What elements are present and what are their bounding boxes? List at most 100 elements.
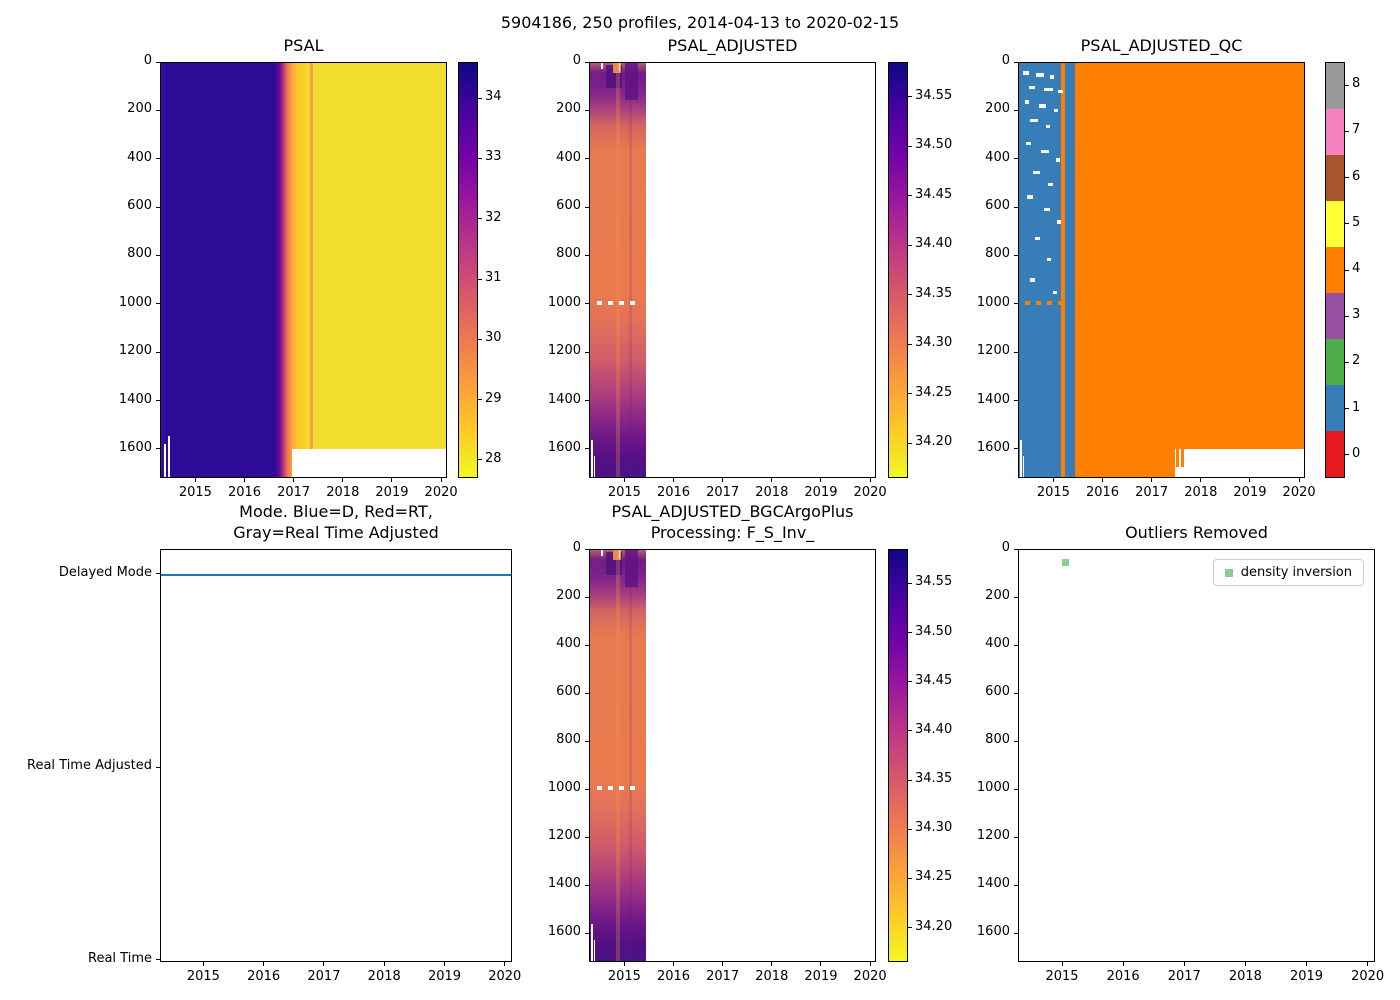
y-tick-mark (585, 158, 589, 160)
missing-dash (1039, 104, 1046, 108)
panel-psal-adjusted-bgc-title: PSAL_ADJUSTED_BGCArgoPlus Processing: F_… (611, 502, 854, 543)
y-tick-label: 1600 (547, 439, 581, 455)
y-tick-label: 0 (572, 540, 581, 555)
missing-dotted-row-1000dbar (596, 300, 640, 306)
x-tick-mark (1102, 478, 1104, 482)
psal-adjusted-qc-heatmap (1018, 62, 1305, 478)
outlier-point (1061, 559, 1069, 567)
x-tick-label: 2016 (1106, 969, 1140, 984)
psal-orange-stripe (309, 63, 313, 477)
colorbar-tick-label: 33 (485, 149, 502, 165)
x-tick-mark (722, 478, 724, 482)
colorbar-tick-mark (1345, 130, 1349, 132)
missing-notch (601, 550, 603, 557)
missing-notch (619, 550, 621, 559)
y-tick-mark (1014, 109, 1018, 111)
y-tick-mark (1014, 61, 1018, 63)
x-tick-mark (440, 478, 442, 482)
colorbar-tick-label: 4 (1352, 261, 1361, 276)
y-tick-label: 1600 (976, 439, 1010, 455)
x-tick-label: 2015 (1045, 969, 1079, 984)
y-tick-mark (585, 400, 589, 402)
x-tick-mark (323, 962, 325, 966)
colorbar (888, 549, 908, 962)
x-tick-mark (623, 962, 625, 966)
colorbar-tick-label: 34.35 (915, 285, 953, 301)
x-tick-label: 2018 (755, 485, 789, 500)
colorbar-tick-mark (908, 779, 912, 781)
colorbar-tick-label: 5 (1352, 214, 1361, 230)
y-tick-mark (1014, 596, 1018, 598)
x-tick-label: 2016 (247, 969, 281, 984)
y-tick-mark (585, 596, 589, 598)
y-tick-label: 1200 (976, 343, 1010, 359)
missing-dash (1024, 100, 1030, 104)
colorbar-tick-label: 34.55 (915, 87, 953, 103)
colorbar-tick-label: 32 (485, 209, 502, 225)
column-stripe (616, 63, 621, 477)
x-tick-mark (1151, 478, 1153, 482)
outliers-scatter-plot: density inversion (1018, 549, 1375, 962)
missing-notch (601, 63, 603, 70)
y-tick-label: 800 (985, 732, 1010, 748)
x-tick-mark (1298, 478, 1300, 482)
panel-psal-adjusted-title: PSAL_ADJUSTED (667, 36, 798, 56)
y-tick-mark (156, 206, 160, 208)
y-tick-mark (585, 548, 589, 550)
y-tick-label: 1400 (547, 391, 581, 407)
x-tick-label: 2016 (1085, 485, 1120, 500)
colorbar-tick-label: 34.20 (915, 918, 953, 934)
missing-dash (1058, 89, 1063, 94)
qc4-dashed-row-1000dbar (1024, 300, 1069, 306)
x-tick-label: 2015 (178, 485, 212, 500)
x-tick-label: 2015 (607, 485, 641, 500)
colorbar-tick-label: 34.25 (915, 869, 953, 885)
colorbar-tick-mark (478, 278, 482, 280)
x-tick-label: 2015 (607, 969, 641, 984)
x-tick-label: 2020 (853, 485, 887, 500)
colorbar-tick-label: 2 (1352, 353, 1361, 369)
colorbar-tick-mark (908, 145, 912, 147)
y-tick-label: 1400 (547, 876, 581, 892)
colorbar-tick-label: 34.55 (915, 574, 953, 590)
x-tick-mark (771, 962, 773, 966)
colorbar-tick-label: 28 (485, 450, 502, 466)
y-tick-label: 400 (127, 149, 152, 165)
colorbar-tick-label: 34.30 (915, 335, 953, 351)
x-tick-label: 2020 (853, 969, 887, 984)
y-tick-label: 1200 (976, 828, 1010, 844)
y-tick-label: 0 (1001, 53, 1010, 68)
x-tick-label: 2018 (755, 969, 789, 984)
x-tick-mark (1200, 478, 1202, 482)
y-tick-label: 1400 (118, 391, 152, 407)
colorbar-tick-label: 34.50 (915, 623, 953, 639)
colorbar-tick-mark (478, 399, 482, 401)
x-tick-mark (1061, 962, 1063, 966)
x-tick-mark (443, 962, 445, 966)
colorbar-tick-label: 34.20 (915, 434, 953, 450)
colorbar-tick-mark (908, 681, 912, 683)
y-tick-mark (156, 351, 160, 353)
colorbar-tick-label: 31 (485, 270, 502, 286)
y-tick-mark (1014, 932, 1018, 934)
missing-dash (1030, 278, 1035, 282)
x-tick-label: 2020 (424, 485, 458, 500)
y-tick-mark (1014, 400, 1018, 402)
x-tick-mark (771, 478, 773, 482)
colorbar-tick-mark (1345, 84, 1349, 86)
y-tick-mark (585, 448, 589, 450)
x-tick-label: 2020 (488, 969, 522, 984)
colorbar-tick-mark (908, 96, 912, 98)
colorbar-tick-mark (478, 218, 482, 220)
y-tick-mark (585, 351, 589, 353)
colorbar-tick-mark (1345, 223, 1349, 225)
colorbar (458, 62, 478, 478)
x-tick-label: 2017 (1167, 969, 1201, 984)
y-tick-mark (156, 109, 160, 111)
y-tick-mark (156, 573, 160, 575)
y-tick-label: 1200 (547, 828, 581, 844)
missing-dash (1049, 75, 1055, 79)
x-tick-label: 2018 (1228, 969, 1262, 984)
missing-dash (1052, 290, 1057, 294)
y-tick-label: 200 (985, 588, 1010, 604)
